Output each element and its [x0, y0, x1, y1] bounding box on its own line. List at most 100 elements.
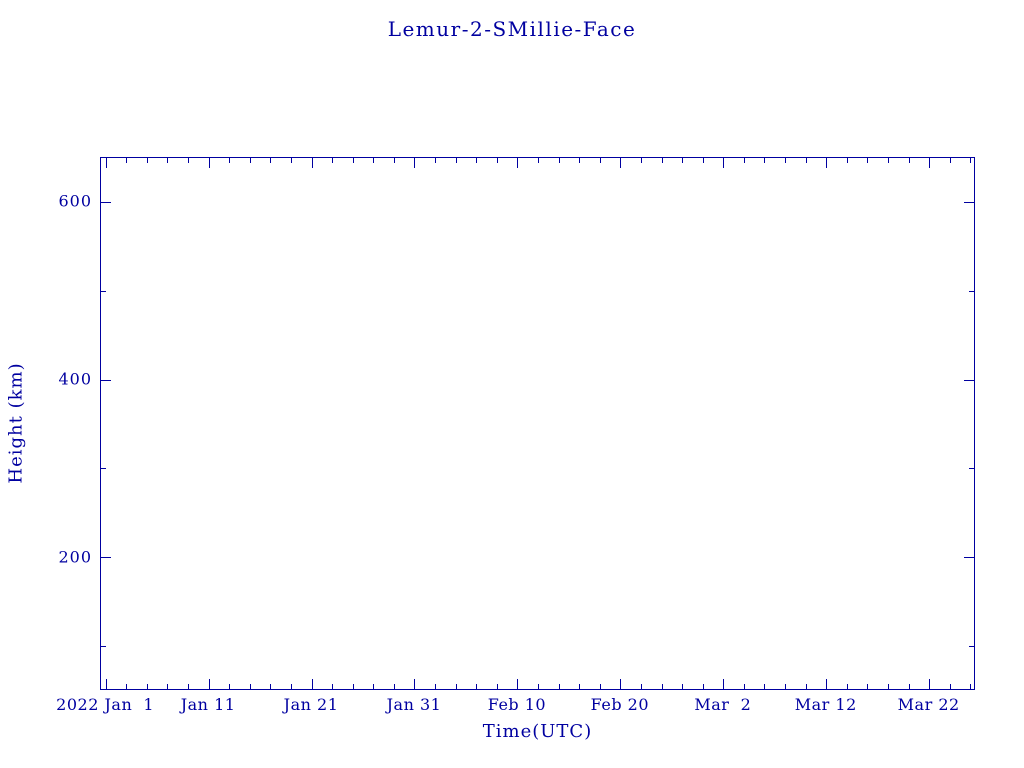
- x-minor-tick-top: [476, 158, 478, 163]
- x-minor-tick: [290, 684, 292, 689]
- x-minor-tick-top: [579, 158, 581, 163]
- x-minor-tick-top: [146, 158, 148, 163]
- x-major-tick-top: [208, 158, 210, 168]
- x-major-tick: [929, 679, 931, 689]
- x-minor-tick-top: [702, 158, 704, 163]
- x-tick-label: Mar 22: [897, 695, 960, 714]
- x-minor-tick: [538, 684, 539, 689]
- x-major-tick: [105, 679, 107, 689]
- x-minor-tick: [764, 684, 766, 689]
- y-minor-tick: [101, 290, 106, 292]
- x-minor-tick-top: [229, 158, 231, 163]
- y-tick-label: 200: [58, 547, 92, 567]
- x-minor-tick: [908, 684, 910, 689]
- x-minor-tick: [435, 684, 437, 689]
- x-minor-tick-top: [558, 158, 560, 163]
- x-minor-tick-top: [682, 158, 684, 163]
- x-minor-tick-top: [805, 158, 807, 163]
- x-minor-tick-top: [743, 158, 745, 163]
- x-major-tick: [826, 679, 828, 689]
- x-major-tick: [208, 679, 210, 689]
- x-minor-tick: [373, 684, 375, 689]
- x-major-tick-top: [826, 158, 828, 168]
- x-major-tick-top: [105, 158, 107, 168]
- x-minor-tick: [455, 684, 457, 689]
- x-minor-tick-top: [249, 158, 251, 163]
- x-minor-tick-top: [435, 158, 437, 163]
- x-minor-tick-top: [188, 158, 189, 163]
- x-major-tick-top: [517, 158, 519, 168]
- x-minor-tick: [249, 684, 251, 689]
- x-minor-tick-top: [332, 158, 334, 163]
- x-major-tick-top: [620, 158, 622, 168]
- y-major-tick: [101, 201, 111, 203]
- x-minor-tick: [743, 684, 745, 689]
- x-minor-tick: [888, 684, 889, 689]
- x-tick-label: 2022 Jan 1: [56, 695, 155, 714]
- x-minor-tick: [867, 684, 869, 689]
- x-minor-tick-top: [373, 158, 375, 163]
- x-minor-tick: [579, 684, 581, 689]
- x-minor-tick: [949, 684, 951, 689]
- x-minor-tick: [188, 684, 189, 689]
- x-minor-tick: [476, 684, 478, 689]
- y-major-tick: [101, 557, 111, 559]
- x-minor-tick: [270, 684, 272, 689]
- chart-title: Lemur-2-SMillie-Face: [387, 17, 637, 41]
- x-minor-tick-top: [661, 158, 663, 163]
- y-major-tick-right: [964, 557, 974, 559]
- x-minor-tick-top: [785, 158, 787, 163]
- x-minor-tick: [846, 684, 848, 689]
- x-minor-tick-top: [908, 158, 910, 163]
- x-major-tick-top: [723, 158, 725, 168]
- plot-area: [100, 157, 975, 690]
- x-major-tick: [311, 679, 313, 689]
- x-minor-tick: [393, 684, 395, 689]
- x-tick-label: Mar 2: [694, 695, 752, 714]
- x-minor-tick: [970, 684, 972, 689]
- x-minor-tick-top: [867, 158, 869, 163]
- x-minor-tick-top: [126, 158, 128, 163]
- x-minor-tick: [229, 684, 231, 689]
- y-minor-tick-right: [969, 468, 974, 470]
- x-minor-tick-top: [393, 158, 395, 163]
- x-minor-tick: [682, 684, 684, 689]
- x-tick-label: Jan 11: [180, 695, 236, 714]
- x-minor-tick: [558, 684, 560, 689]
- x-minor-tick: [599, 684, 601, 689]
- y-major-tick-right: [964, 379, 974, 381]
- y-minor-tick: [101, 468, 106, 470]
- x-minor-tick-top: [970, 158, 972, 163]
- x-minor-tick: [785, 684, 787, 689]
- x-major-tick-top: [929, 158, 931, 168]
- x-minor-tick-top: [455, 158, 457, 163]
- x-minor-tick: [661, 684, 663, 689]
- x-tick-label: Jan 31: [386, 695, 442, 714]
- x-major-tick: [517, 679, 519, 689]
- x-tick-label: Mar 12: [794, 695, 857, 714]
- x-minor-tick-top: [352, 158, 354, 163]
- x-minor-tick: [332, 684, 334, 689]
- x-minor-tick: [352, 684, 354, 689]
- y-minor-tick-right: [969, 290, 974, 292]
- x-tick-label: Feb 20: [590, 695, 650, 714]
- x-major-tick: [414, 679, 416, 689]
- x-axis-label: Time(UTC): [482, 721, 593, 742]
- y-minor-tick: [101, 646, 106, 648]
- x-minor-tick: [126, 684, 128, 689]
- x-minor-tick-top: [949, 158, 951, 163]
- x-minor-tick-top: [599, 158, 601, 163]
- x-major-tick-top: [311, 158, 313, 168]
- x-minor-tick-top: [496, 158, 498, 163]
- x-minor-tick-top: [270, 158, 272, 163]
- x-minor-tick: [640, 684, 642, 689]
- y-major-tick-right: [964, 201, 974, 203]
- y-tick-label: 600: [58, 191, 92, 211]
- x-tick-label: Feb 10: [487, 695, 547, 714]
- x-tick-label: Jan 21: [283, 695, 339, 714]
- x-minor-tick-top: [764, 158, 766, 163]
- x-minor-tick-top: [640, 158, 642, 163]
- x-major-tick: [723, 679, 725, 689]
- x-minor-tick: [496, 684, 498, 689]
- x-minor-tick: [167, 684, 169, 689]
